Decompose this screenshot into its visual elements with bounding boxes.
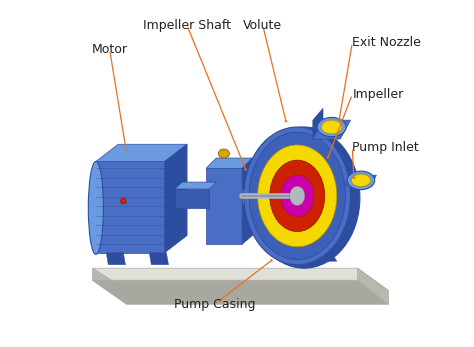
Ellipse shape [290, 186, 305, 205]
Ellipse shape [317, 117, 346, 137]
Polygon shape [175, 189, 210, 208]
Polygon shape [346, 175, 376, 186]
Polygon shape [272, 247, 337, 261]
Polygon shape [272, 247, 280, 261]
Ellipse shape [281, 175, 314, 217]
Text: Motor: Motor [91, 43, 128, 56]
Polygon shape [149, 253, 168, 265]
Ellipse shape [244, 127, 351, 265]
Polygon shape [242, 189, 280, 203]
Ellipse shape [347, 171, 374, 190]
Polygon shape [92, 268, 127, 304]
Ellipse shape [351, 174, 371, 187]
Polygon shape [242, 158, 253, 244]
Polygon shape [96, 144, 187, 161]
Text: Impeller: Impeller [352, 88, 403, 101]
Ellipse shape [321, 120, 342, 134]
Ellipse shape [88, 161, 103, 254]
Polygon shape [175, 182, 216, 189]
Polygon shape [164, 144, 187, 253]
Polygon shape [92, 280, 389, 304]
Text: Pump Inlet: Pump Inlet [352, 141, 419, 154]
Polygon shape [313, 108, 323, 139]
Polygon shape [106, 253, 126, 265]
Polygon shape [206, 158, 253, 168]
Polygon shape [357, 268, 389, 304]
Ellipse shape [249, 132, 346, 260]
Ellipse shape [121, 198, 126, 204]
Text: Impeller Shaft: Impeller Shaft [143, 19, 231, 32]
Polygon shape [92, 268, 389, 290]
Ellipse shape [270, 160, 325, 232]
Text: Pump Casing: Pump Casing [174, 298, 255, 311]
Ellipse shape [168, 154, 182, 240]
Polygon shape [313, 120, 351, 139]
Polygon shape [96, 161, 164, 253]
Ellipse shape [248, 127, 360, 268]
Ellipse shape [219, 149, 229, 158]
Polygon shape [206, 168, 242, 244]
Text: Volute: Volute [243, 19, 283, 32]
Ellipse shape [258, 145, 337, 247]
Text: Exit Nozzle: Exit Nozzle [352, 36, 421, 49]
